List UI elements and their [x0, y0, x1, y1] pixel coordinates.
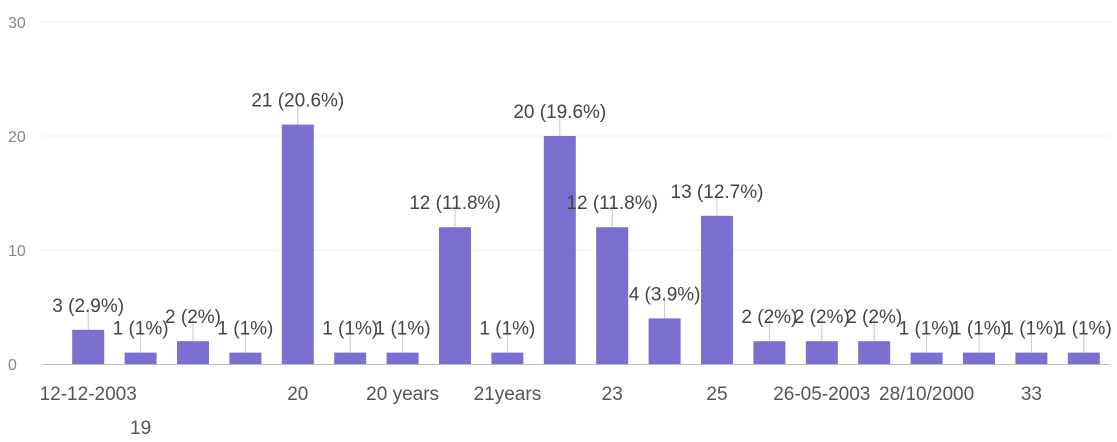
y-axis-ticks: 0 10 20 30 [8, 15, 26, 374]
data-label: 12 (11.8%) [566, 193, 658, 214]
y-tick-label: 0 [8, 357, 17, 374]
bar [1067, 352, 1100, 364]
data-label: 1 (1%) [113, 319, 169, 340]
data-label: 4 (3.9%) [629, 284, 701, 305]
y-tick-label: 30 [8, 15, 26, 32]
bar [386, 352, 419, 364]
bars [72, 124, 1100, 364]
x-category-label: 21years [474, 384, 542, 405]
bar [805, 341, 838, 364]
bar [543, 136, 576, 364]
bar [334, 352, 367, 364]
data-label: 2 (2%) [741, 307, 797, 328]
x-category-label: 19 [130, 418, 151, 439]
data-label: 20 (19.6%) [513, 102, 606, 123]
data-label: 1 (1%) [375, 319, 431, 340]
data-label: 1 (1%) [479, 319, 535, 340]
bar [596, 227, 629, 364]
y-tick-label: 20 [8, 129, 26, 146]
x-category-label: 23 [602, 384, 623, 405]
data-label: 13 (12.7%) [671, 182, 764, 203]
data-label: 1 (1%) [1003, 319, 1059, 340]
data-label: 1 (1%) [899, 319, 955, 340]
gridlines [42, 21, 1110, 365]
x-category-label: 25 [706, 384, 727, 405]
bar [910, 352, 943, 364]
data-label: 21 (20.6%) [251, 91, 344, 112]
x-axis-categories: 12-12-2003 19 20 20 years 21years 23 25 26-05-2… [40, 384, 1042, 439]
bar [439, 227, 471, 364]
data-label: 1 (1%) [322, 319, 378, 340]
data-label: 12 (11.8%) [409, 193, 501, 214]
bar [753, 341, 786, 364]
x-category-label: 26-05-2003 [773, 384, 870, 405]
label-leaders [87, 102, 1085, 353]
x-category-label: 20 [287, 384, 308, 405]
data-label: 3 (2.9%) [52, 296, 124, 317]
data-label: 1 (1%) [1056, 319, 1112, 340]
bar [963, 352, 995, 364]
bar [281, 124, 314, 364]
y-tick-label: 10 [8, 243, 26, 260]
x-category-label: 20 years [366, 384, 439, 405]
bar [124, 352, 157, 364]
x-category-label: 12-12-2003 [40, 384, 137, 405]
x-category-label: 28/10/2000 [879, 384, 974, 405]
bar [1015, 352, 1048, 364]
bar [229, 352, 262, 364]
bar [177, 341, 209, 364]
bar [858, 341, 891, 364]
bar [491, 352, 524, 364]
data-label: 2 (2%) [794, 307, 850, 328]
data-label: 2 (2%) [165, 307, 221, 328]
bar [648, 318, 681, 364]
bar [701, 215, 733, 364]
data-labels: 3 (2.9%)1 (1%)2 (2%)1 (1%)21 (20.6%)1 (1… [52, 91, 1111, 340]
data-label: 1 (1%) [951, 319, 1007, 340]
data-label: 1 (1%) [217, 319, 273, 340]
x-category-label: 33 [1021, 384, 1042, 405]
data-label: 2 (2%) [846, 307, 902, 328]
bar [72, 329, 105, 364]
